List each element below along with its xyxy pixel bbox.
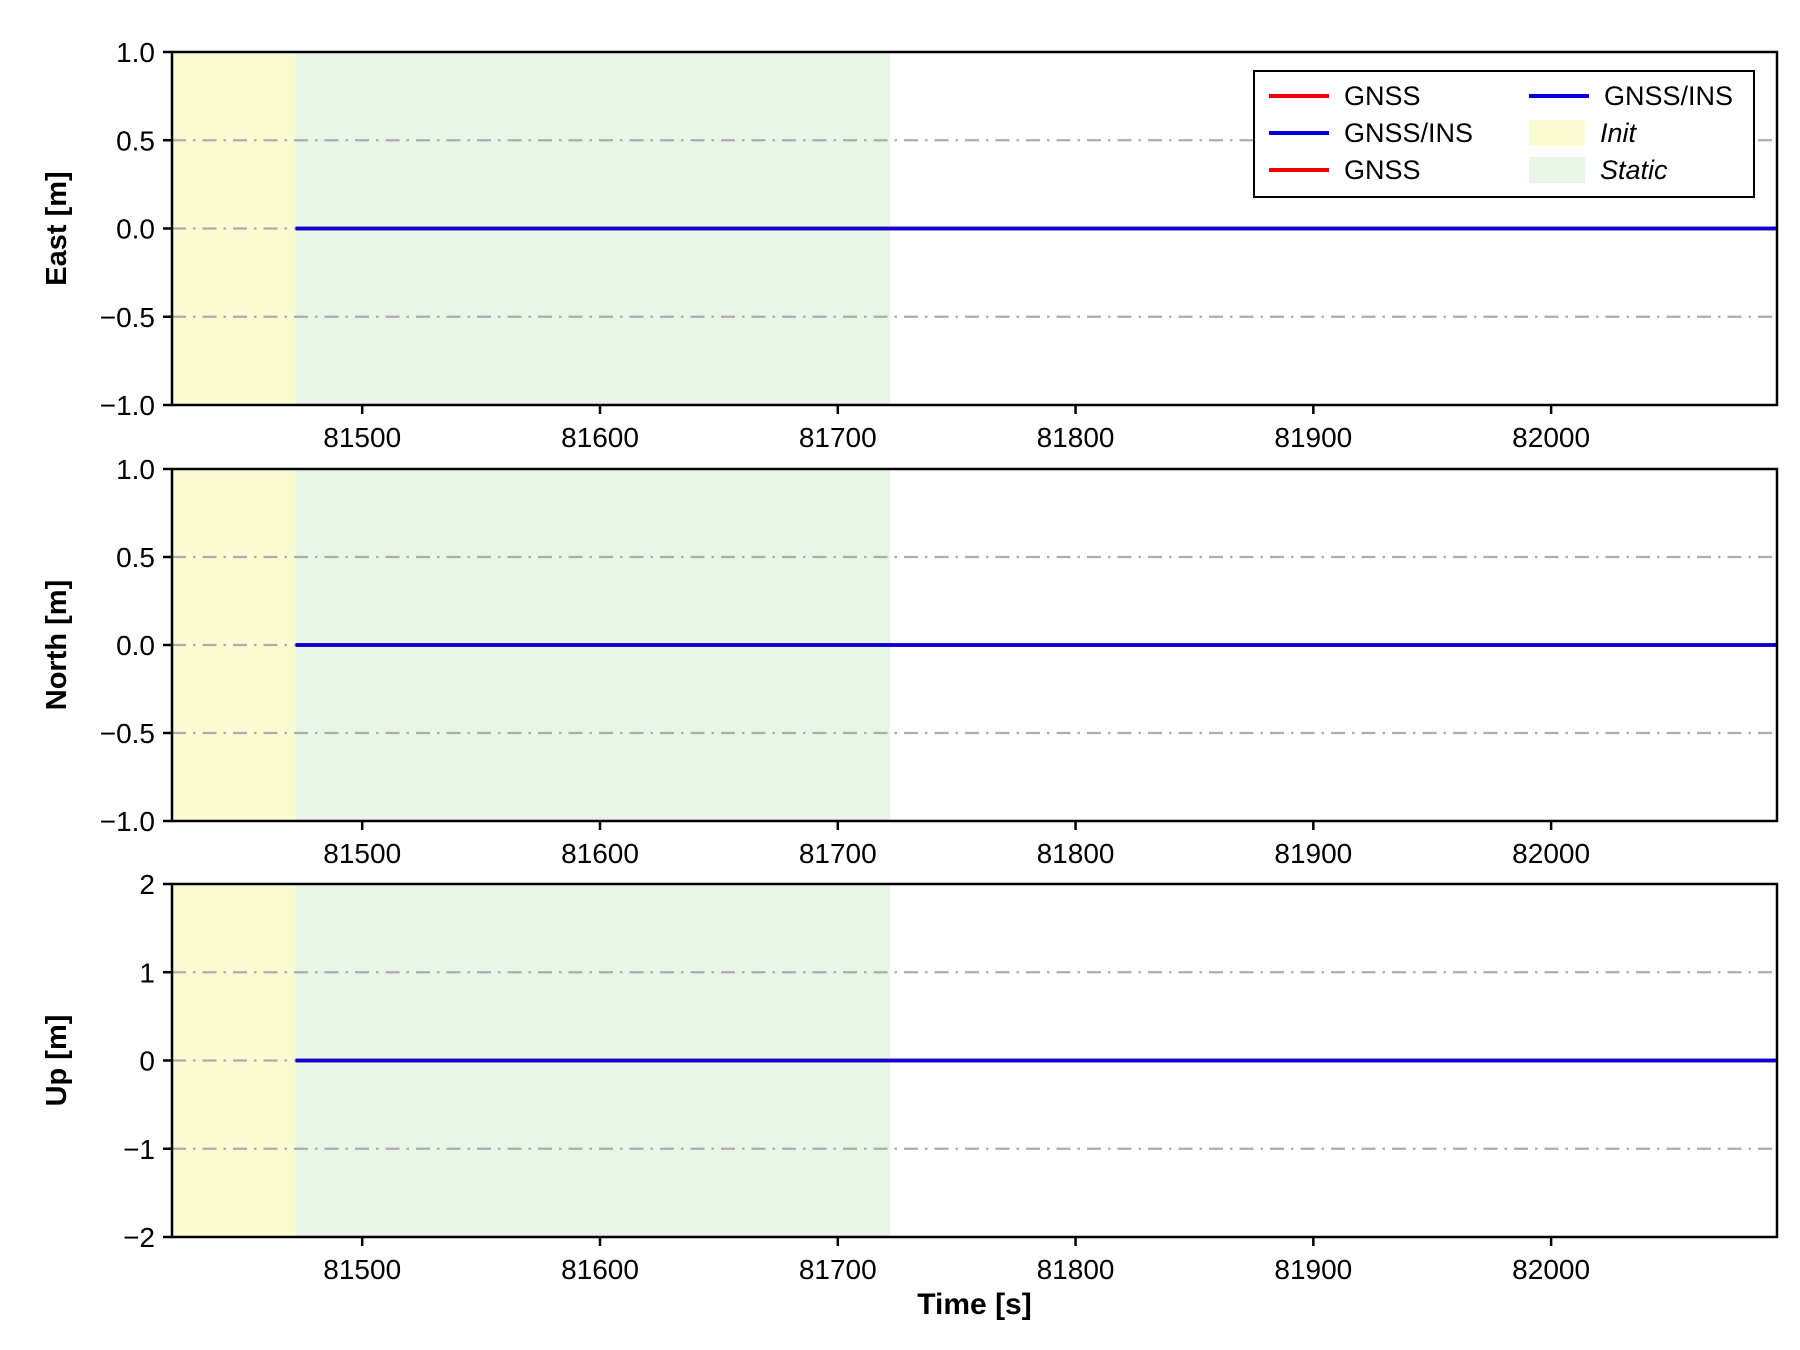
x-tick-label: 81800	[1037, 838, 1115, 869]
y-tick-label: 0.5	[116, 542, 155, 573]
legend-item-label: GNSS/INS	[1603, 80, 1733, 111]
y-tick-label: −1	[123, 1134, 155, 1165]
subplot-north: −1.0 −0.5 0.0 0.5 1.0 81500 81600 81700 81800 819…	[41, 454, 1779, 869]
subplot-east: −1.0 −0.5 0.0 0.5 1.0 81500 81600 81700 81800 819…	[41, 37, 1779, 453]
x-axis-label: Time [s]	[917, 1288, 1031, 1321]
y-tick-label: 0.5	[116, 125, 155, 156]
x-tick-label: 81700	[799, 1254, 877, 1285]
x-tick-label: 81500	[323, 1254, 401, 1285]
x-tick-label: 82000	[1512, 1254, 1590, 1285]
y-tick-label: −2	[123, 1222, 155, 1253]
legend-item-label: GNSS	[1343, 154, 1421, 185]
y-tick-label: 0.0	[116, 214, 155, 245]
y-tick-label: −1.0	[100, 806, 155, 837]
x-tick-label: 82000	[1512, 838, 1590, 869]
legend-column: GNSS GNSS/INS GNSS	[1268, 80, 1473, 186]
legend-line-sample	[1528, 94, 1589, 98]
legend-item: GNSS	[1268, 154, 1473, 186]
y-axis-label-east: East [m]	[41, 171, 73, 285]
legend-item-label: GNSS/INS	[1343, 117, 1473, 148]
x-tick-label: 81700	[799, 422, 877, 453]
x-tick-label: 81900	[1274, 1254, 1352, 1285]
x-tick-label: 81600	[561, 422, 639, 453]
x-tick-label: 81900	[1274, 422, 1352, 453]
x-tick-label: 81500	[323, 422, 401, 453]
x-tick-label: 82000	[1512, 422, 1590, 453]
y-tick-label: 0.0	[116, 630, 155, 661]
y-tick-label: 2	[139, 869, 155, 900]
legend: GNSS GNSS/INS GNSS GNSS/INS Init Static	[1252, 70, 1755, 198]
legend-item: Static	[1528, 154, 1733, 186]
x-tick-label: 81500	[323, 838, 401, 869]
legend-line-sample	[1268, 168, 1329, 172]
legend-line-sample	[1268, 131, 1329, 135]
legend-patch-sample	[1528, 120, 1585, 146]
x-tick-label: 81900	[1274, 838, 1352, 869]
legend-item: GNSS/INS	[1528, 80, 1733, 112]
y-axis-label-north: North [m]	[41, 580, 73, 710]
legend-item: GNSS	[1268, 80, 1473, 112]
subplot-up: −2 −1 0 1 2 81500 81600 81700 81800 81900 82000 Up …	[41, 869, 1779, 1285]
x-tick-label: 81600	[561, 1254, 639, 1285]
y-tick-label: −0.5	[100, 718, 155, 749]
y-tick-label: −0.5	[100, 302, 155, 333]
y-tick-label: 1.0	[116, 37, 155, 68]
x-tick-label: 81800	[1037, 422, 1115, 453]
y-axis-label-up: Up [m]	[41, 1015, 73, 1107]
legend-patch-sample	[1528, 157, 1585, 183]
legend-item: GNSS/INS	[1268, 117, 1473, 149]
y-tick-label: 1	[139, 957, 155, 988]
x-tick-label: 81700	[799, 838, 877, 869]
legend-column: GNSS/INS Init Static	[1528, 80, 1733, 186]
x-tick-label: 81800	[1037, 1254, 1115, 1285]
y-tick-label: 0	[139, 1046, 155, 1077]
legend-line-sample	[1268, 94, 1329, 98]
y-tick-label: 1.0	[116, 454, 155, 485]
x-tick-label: 81600	[561, 838, 639, 869]
legend-item: Init	[1528, 117, 1733, 149]
legend-item-label: GNSS	[1343, 80, 1421, 111]
legend-item-label: Static	[1599, 154, 1668, 185]
y-tick-label: −1.0	[100, 390, 155, 421]
legend-item-label: Init	[1599, 117, 1636, 148]
